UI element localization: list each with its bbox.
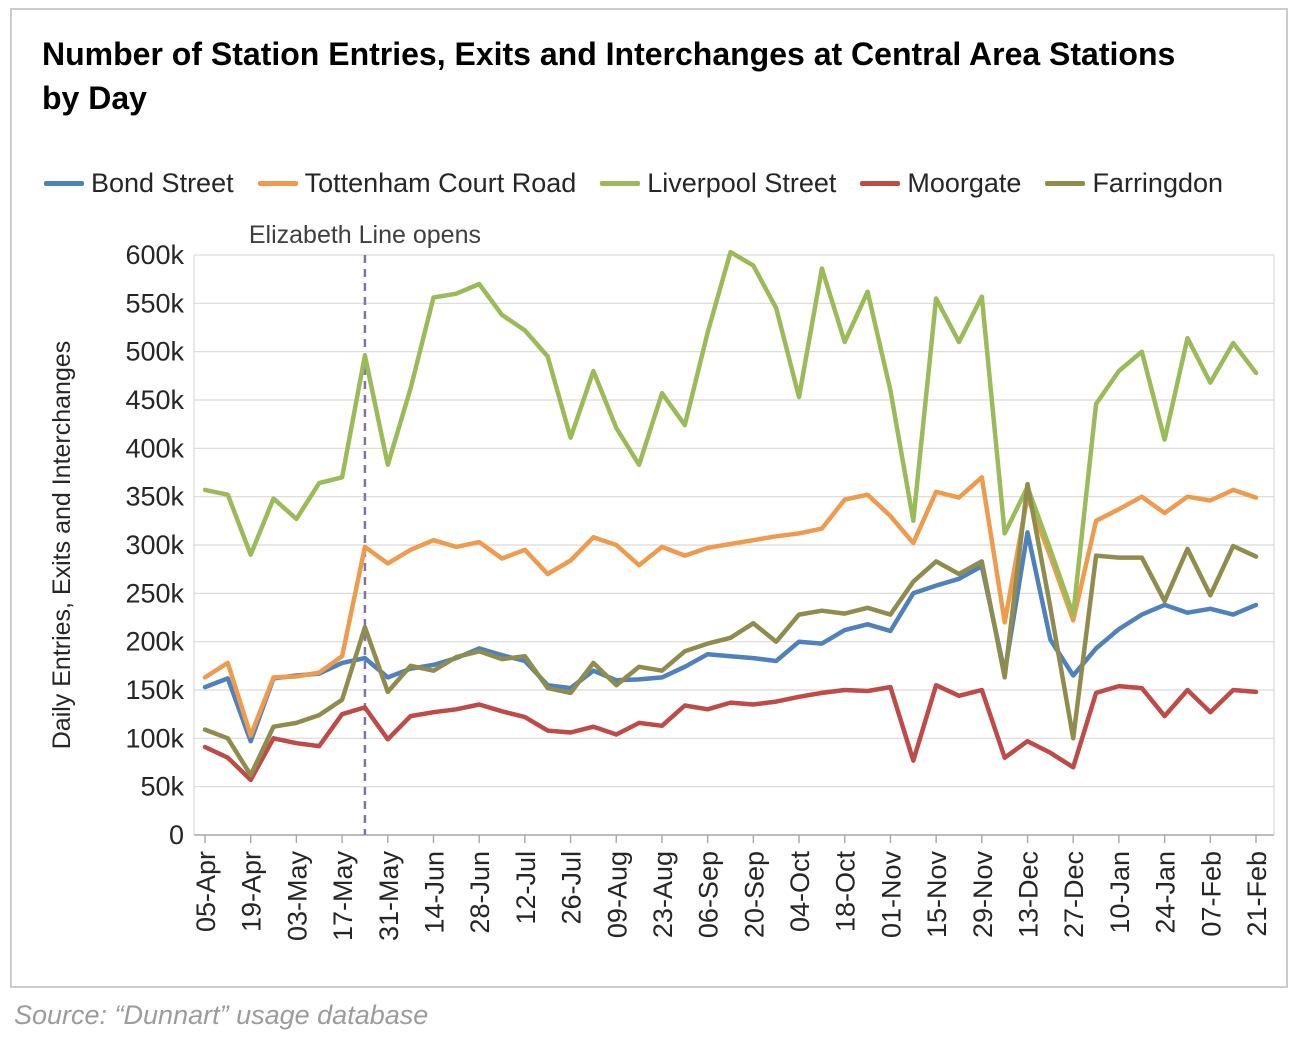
x-axis-tick-label: 19-Apr xyxy=(237,851,267,932)
series-line-tottenham-court-road xyxy=(202,475,1259,738)
chart-title: Number of Station Entries, Exits and Int… xyxy=(42,36,1176,116)
x-axis-tick-label: 12-Jul xyxy=(511,851,541,925)
y-axis-tick-label: 550k xyxy=(125,288,184,318)
chart-card: Number of Station Entries, Exits and Int… xyxy=(10,8,1288,988)
y-axis-tick-label: 250k xyxy=(125,578,184,608)
annotation-label: Elizabeth Line opens xyxy=(249,221,481,249)
x-axis-tick-label: 10-Jan xyxy=(1105,851,1135,934)
x-axis-tick-label: 04-Oct xyxy=(785,851,815,933)
series-line-farringdon xyxy=(202,481,1259,778)
y-axis-tick-label: 150k xyxy=(125,675,184,705)
line-chart-plot: 0 50k 100k 150k 200k 250k 300k 350k 400k 450k 500k… xyxy=(48,221,1275,942)
x-axis-tick-label: 13-Dec xyxy=(1014,851,1044,938)
legend-label: Moorgate xyxy=(907,168,1022,198)
legend-item-liverpool-street: Liverpool Street xyxy=(600,168,836,199)
x-axis-tick-label: 14-Jun xyxy=(419,851,449,934)
legend-swatch-liverpool-street xyxy=(600,181,641,186)
y-axis-tick-label: 450k xyxy=(125,385,184,415)
x-axis-tick-label: 27-Dec xyxy=(1059,851,1089,938)
legend-swatch-tottenham-court-road xyxy=(257,181,298,186)
legend-swatch-farringdon xyxy=(1045,181,1086,186)
legend-label: Farringdon xyxy=(1092,168,1224,198)
x-axis-tick-label: 21-Feb xyxy=(1242,851,1272,937)
y-axis-tick-label: 400k xyxy=(125,433,184,463)
x-axis-tick-label: 20-Sep xyxy=(739,851,769,938)
series-line-moorgate xyxy=(202,682,1259,783)
legend-item-moorgate: Moorgate xyxy=(860,168,1021,199)
x-axis-tick-label: 07-Feb xyxy=(1196,851,1226,937)
y-axis-tick-label: 300k xyxy=(125,530,184,560)
legend-label: Liverpool Street xyxy=(647,168,837,198)
legend-item-tottenham-court-road: Tottenham Court Road xyxy=(257,168,577,199)
x-axis-tick-label: 23-Aug xyxy=(648,851,678,938)
legend-item-bond-street: Bond Street xyxy=(44,168,234,199)
legend-item-farringdon: Farringdon xyxy=(1045,168,1223,199)
x-axis-tick-label: 28-Jun xyxy=(465,851,495,934)
chart-legend: Bond Street Tottenham Court Road Liverpo… xyxy=(44,168,1247,199)
y-axis-tick-label: 50k xyxy=(140,772,184,802)
x-axis-tick-label: 29-Nov xyxy=(968,851,998,939)
x-axis-tick-label: 31-May xyxy=(374,851,404,942)
legend-swatch-bond-street xyxy=(44,181,84,186)
x-axis-tick-label: 09-Aug xyxy=(602,851,632,938)
x-axis-tick-label: 24-Jan xyxy=(1151,851,1181,934)
y-axis-tick-label: 0 xyxy=(169,820,184,850)
x-axis-tick-label: 15-Nov xyxy=(922,851,952,939)
x-axis-tick-label: 01-Nov xyxy=(876,851,906,939)
source-note: Source: “Dunnart” usage database xyxy=(14,1000,429,1030)
x-axis-tick-label: 03-May xyxy=(282,851,312,942)
y-axis-tick-label: 600k xyxy=(125,240,184,270)
legend-label: Tottenham Court Road xyxy=(304,168,577,198)
legend-swatch-moorgate xyxy=(860,181,901,186)
series-line-liverpool-street xyxy=(202,249,1259,617)
legend-label: Bond Street xyxy=(91,168,234,198)
y-axis-tick-label: 350k xyxy=(125,482,184,512)
x-axis-tick-label: 17-May xyxy=(328,851,358,942)
x-axis-tick-label: 05-Apr xyxy=(191,851,221,932)
y-axis-tick-label: 200k xyxy=(125,627,184,657)
x-axis-tick-label: 18-Oct xyxy=(831,851,861,933)
y-axis-tick-label: 500k xyxy=(125,337,184,367)
y-axis-tick-label: 100k xyxy=(125,723,184,753)
x-axis-tick-label: 06-Sep xyxy=(694,851,724,938)
y-axis-title: Daily Entries, Exits and Interchanges xyxy=(48,341,76,750)
x-axis-tick-label: 26-Jul xyxy=(557,851,587,925)
